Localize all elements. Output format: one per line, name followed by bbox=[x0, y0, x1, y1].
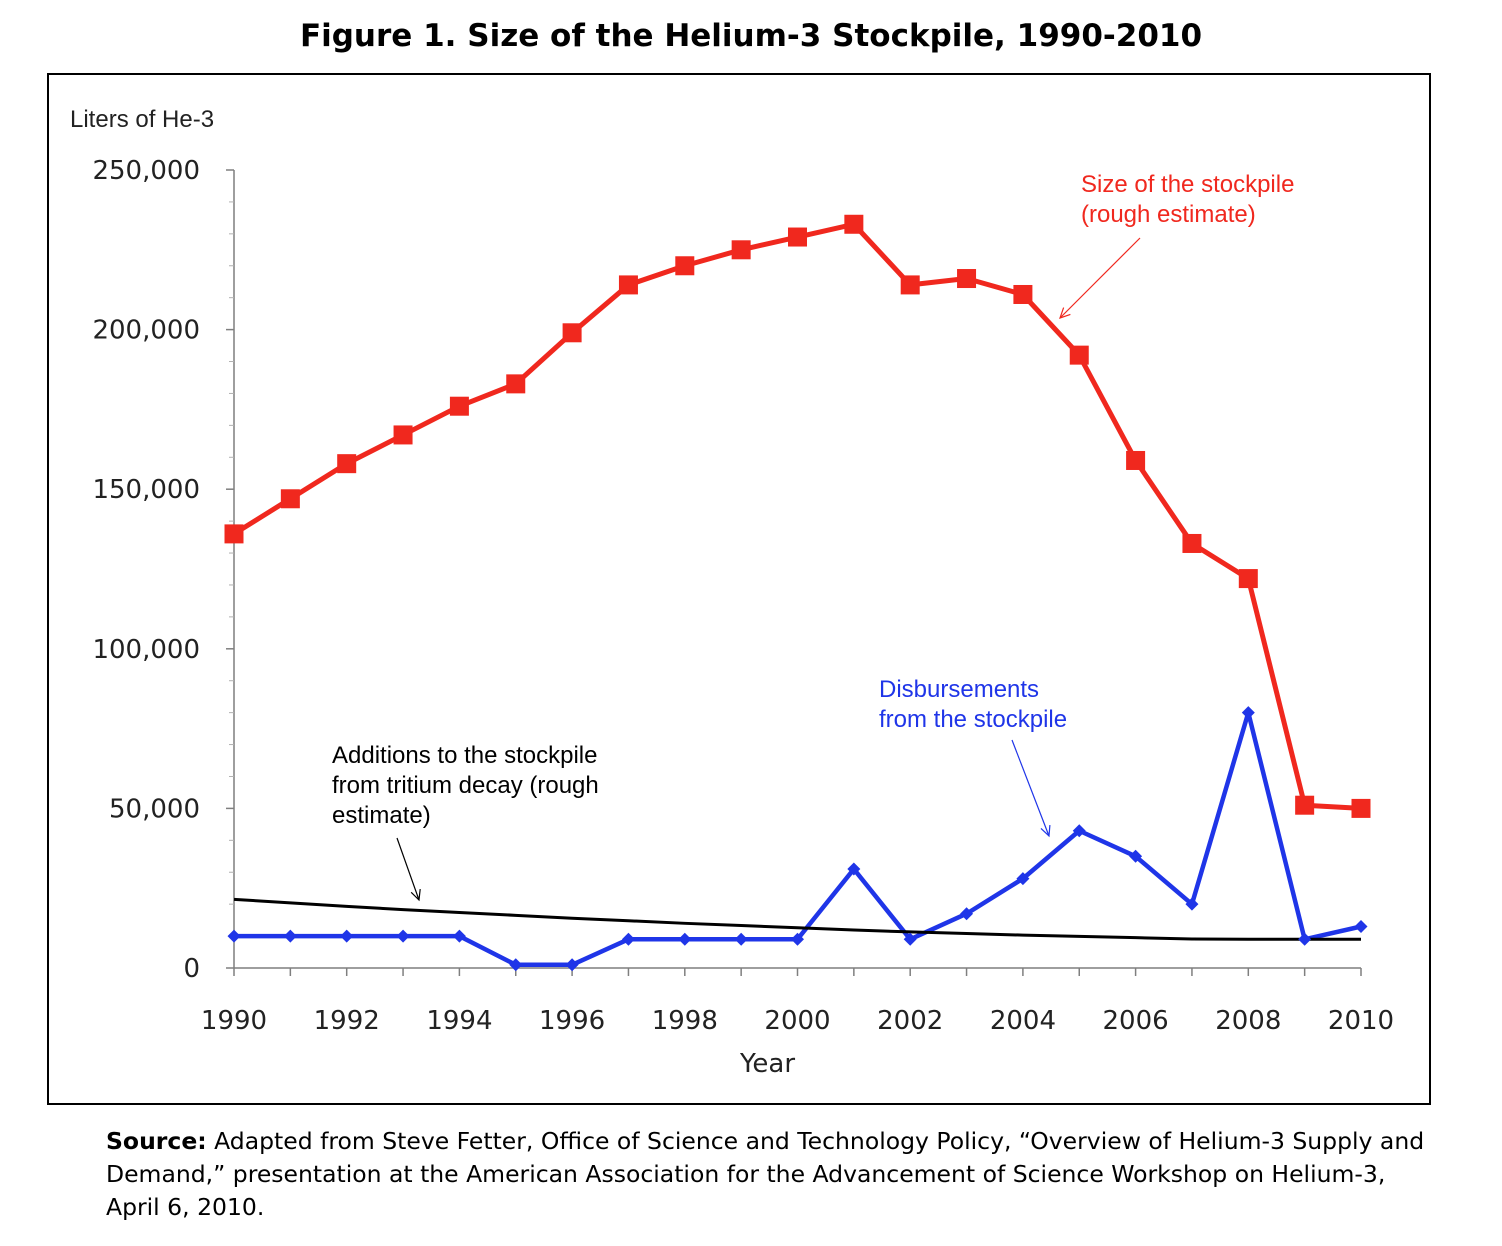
disbursement-point bbox=[509, 958, 523, 972]
stockpile-point bbox=[337, 454, 357, 474]
annotation-line: Disbursements bbox=[879, 676, 1039, 703]
stockpile-point bbox=[1013, 284, 1033, 304]
y-tick-label: 0 bbox=[183, 954, 200, 984]
disbursement-point bbox=[1241, 706, 1255, 720]
disbursement-point bbox=[1354, 920, 1368, 934]
annotation-arrowhead bbox=[410, 889, 421, 902]
stockpile-point bbox=[449, 396, 469, 416]
series-markers bbox=[224, 214, 1371, 972]
stockpile-point bbox=[1126, 450, 1146, 470]
stockpile-point bbox=[1182, 533, 1202, 553]
disbursement-point bbox=[227, 929, 241, 943]
disbursement-point bbox=[960, 907, 974, 921]
stockpile-point bbox=[224, 524, 244, 544]
x-tick-label: 1994 bbox=[426, 1006, 492, 1036]
disbursement-point bbox=[1016, 872, 1030, 886]
x-tick-label: 2010 bbox=[1328, 1006, 1394, 1036]
source-label: Source: bbox=[106, 1127, 207, 1155]
stockpile-point bbox=[1069, 345, 1089, 365]
annotation-tritium-additions: Additions to the stockpile from tritium d… bbox=[332, 742, 599, 829]
x-tick-label: 1998 bbox=[652, 1006, 718, 1036]
x-tick-label: 2006 bbox=[1103, 1006, 1169, 1036]
stockpile-point bbox=[393, 425, 413, 445]
stockpile-point bbox=[788, 227, 807, 247]
source-text: Adapted from Steve Fetter, Office of Sci… bbox=[106, 1127, 1425, 1221]
chart-annotations: Size of the stockpile (rough estimate) Dis… bbox=[332, 171, 1294, 902]
stockpile-point bbox=[562, 323, 582, 343]
figure-title: Figure 1. Size of the Helium-3 Stockpile… bbox=[299, 18, 1203, 54]
disbursement-point bbox=[734, 932, 748, 946]
x-tick-label: 1990 bbox=[201, 1006, 267, 1036]
annotation-arrowhead bbox=[1040, 824, 1051, 838]
x-axis-label: Year bbox=[739, 1049, 795, 1079]
disbursement-point bbox=[396, 929, 410, 943]
x-tick-label: 2008 bbox=[1215, 1006, 1281, 1036]
disbursement-point bbox=[791, 932, 804, 946]
annotation-arrow bbox=[1059, 237, 1141, 319]
annotation-line: estimate) bbox=[332, 802, 431, 829]
stockpile-point bbox=[1351, 798, 1371, 818]
disbursement-point bbox=[283, 929, 297, 943]
stockpile-point bbox=[731, 240, 751, 260]
disbursement-point bbox=[621, 932, 635, 946]
annotation-arrowhead bbox=[1059, 307, 1071, 319]
annotation-line: Additions to the stockpile bbox=[332, 742, 598, 769]
disbursement-point bbox=[565, 958, 579, 972]
source-note: Source: Adapted from Steve Fetter, Offic… bbox=[106, 1125, 1436, 1224]
y-tick-label: 200,000 bbox=[92, 316, 200, 346]
x-tick-label: 2004 bbox=[990, 1006, 1056, 1036]
series-line-stockpile-size bbox=[232, 221, 1362, 811]
stockpile-point bbox=[1238, 569, 1258, 589]
disbursement-point bbox=[1298, 932, 1312, 946]
disbursement-point bbox=[1185, 897, 1199, 911]
x-tick-label: 2002 bbox=[877, 1006, 943, 1036]
stockpile-point bbox=[280, 489, 300, 509]
x-tick-label: 1996 bbox=[539, 1006, 605, 1036]
stockpile-point bbox=[1295, 795, 1315, 815]
disbursement-point bbox=[847, 862, 861, 876]
stockpile-point bbox=[957, 269, 977, 289]
x-tick-label: 2000 bbox=[764, 1006, 830, 1036]
y-axis-label: Liters of He-3 bbox=[70, 106, 214, 133]
y-tick-label: 250,000 bbox=[92, 156, 200, 186]
annotation-line: from tritium decay (rough bbox=[332, 772, 599, 799]
stockpile-point bbox=[618, 275, 638, 295]
y-tick-label: 150,000 bbox=[92, 475, 200, 505]
disbursement-point bbox=[1072, 824, 1086, 838]
disbursement-point bbox=[678, 932, 692, 946]
stockpile-point bbox=[506, 374, 526, 394]
annotation-arrow bbox=[396, 837, 420, 901]
stockpile-point bbox=[900, 275, 920, 295]
stockpile-point bbox=[844, 214, 864, 234]
y-tick-label: 50,000 bbox=[109, 794, 200, 824]
annotation-stockpile-size: Size of the stockpile (rough estimate) bbox=[1081, 171, 1294, 228]
disbursement-point bbox=[340, 929, 354, 943]
chart-frame bbox=[47, 73, 1431, 1105]
annotation-line: Size of the stockpile bbox=[1081, 171, 1294, 198]
annotation-line: from the stockpile bbox=[879, 706, 1067, 733]
annotation-arrow bbox=[1011, 739, 1050, 837]
series-line-tritium-additions bbox=[233, 897, 1361, 941]
chart-axes: 0 50,000 100,000 150,000 200,000 250,000 1990 1… bbox=[70, 106, 1394, 1079]
disbursement-point bbox=[1129, 849, 1143, 863]
annotation-line: (rough estimate) bbox=[1081, 201, 1256, 228]
x-tick-label: 1992 bbox=[314, 1006, 380, 1036]
annotation-disbursements: Disbursements from the stockpile bbox=[879, 676, 1067, 733]
y-tick-label: 100,000 bbox=[92, 635, 200, 665]
disbursement-point bbox=[452, 929, 466, 943]
disbursement-point bbox=[903, 932, 917, 946]
stockpile-point bbox=[675, 256, 695, 276]
